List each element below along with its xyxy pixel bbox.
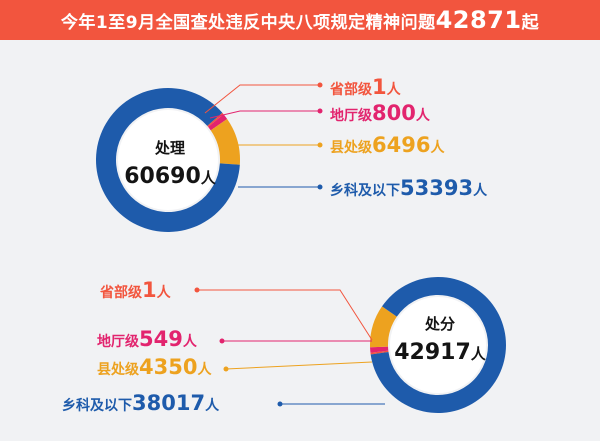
donut1-slice-county xyxy=(210,118,240,165)
donut2-unit-prefectural: 人 xyxy=(182,334,197,350)
donut1-label-prefectural: 地厅级800人 xyxy=(330,103,430,124)
donut2-unit-township: 人 xyxy=(205,398,220,414)
donut2-cat-prefectural: 地厅级 xyxy=(97,334,139,350)
donut2-leader-county xyxy=(225,361,373,370)
donut1-cat-township: 乡科及以下 xyxy=(330,183,400,199)
donut1-unit-township: 人 xyxy=(473,183,488,199)
donut1-leader-township-dot xyxy=(317,184,323,190)
donut1-leader-provincial-dot xyxy=(317,82,323,88)
title-suffix: 起 xyxy=(521,12,540,33)
donut1-cat-provincial: 省部级 xyxy=(330,82,372,98)
donut2-slice-county xyxy=(369,306,397,348)
donut1-center-unit: 人 xyxy=(200,169,216,187)
donut2-center-unit: 人 xyxy=(470,345,486,363)
donut1-slice-provincial xyxy=(207,112,224,127)
donut2-val-county: 4350 xyxy=(139,355,198,379)
donut2-val-provincial: 1 xyxy=(142,278,157,302)
title-banner: 今年1至9月全国查处违反中央八项规定精神问题 42871 起 xyxy=(0,0,600,40)
donut2-cat-provincial: 省部级 xyxy=(100,285,142,301)
donut2-leader-county-dot xyxy=(223,366,229,372)
donut2-center: 处分 42917人 xyxy=(380,313,500,365)
donut1-center-label: 处理 xyxy=(154,139,185,157)
donut2-leader-provincial-dot xyxy=(194,287,200,293)
donut1-leader-prefectural xyxy=(209,110,318,119)
title-total: 42871 xyxy=(435,6,522,34)
donut2-label-prefectural: 地厅级549人 xyxy=(97,329,197,350)
donut1-val-provincial: 1 xyxy=(372,75,387,99)
donut2-center-value: 42917 xyxy=(394,340,471,365)
donut2-cat-township: 乡科及以下 xyxy=(62,398,132,414)
donut2-slice-provincial xyxy=(370,350,389,355)
donut2-center-label: 处分 xyxy=(424,315,455,333)
donut2-leader-provincial xyxy=(197,289,373,341)
donut1-center: 处理 60690人 xyxy=(110,137,230,189)
donut2-leader-township-dot xyxy=(277,401,283,407)
donut1-cat-prefectural: 地厅级 xyxy=(330,108,372,124)
donut1-val-township: 53393 xyxy=(400,176,474,200)
donut-chart-punished xyxy=(369,276,506,413)
donut1-val-county: 6496 xyxy=(372,133,431,157)
donut1-label-township: 乡科及以下53393人 xyxy=(330,178,487,199)
donut2-slice-prefectural xyxy=(370,346,389,353)
donut2-label-township: 乡科及以下38017人 xyxy=(62,393,219,414)
donut1-label-provincial: 省部级1人 xyxy=(330,77,401,98)
donut1-slice-prefectural xyxy=(208,114,228,131)
donut1-leader-prefectural-dot xyxy=(317,108,323,114)
donut1-leader-county-dot xyxy=(317,142,323,148)
donut1-val-prefectural: 800 xyxy=(372,101,416,125)
donut1-unit-county: 人 xyxy=(430,140,445,156)
donut1-cat-county: 县处级 xyxy=(330,140,372,156)
donut2-label-provincial: 省部级1人 xyxy=(100,280,171,301)
donut2-label-county: 县处级4350人 xyxy=(97,357,211,378)
donut2-cat-county: 县处级 xyxy=(97,362,139,378)
donut2-unit-county: 人 xyxy=(197,362,212,378)
leader-lines xyxy=(194,82,385,407)
donut2-center-disc xyxy=(390,297,486,393)
donut2-val-township: 38017 xyxy=(132,391,206,415)
donut1-center-disc xyxy=(118,110,218,210)
donut1-label-county: 县处级6496人 xyxy=(330,135,444,156)
title-prefix: 今年1至9月全国查处违反中央八项规定精神问题 xyxy=(60,12,436,33)
donut-chart-handled xyxy=(96,88,240,232)
donut1-center-value: 60690 xyxy=(124,164,201,189)
donut1-leader-provincial xyxy=(204,84,318,114)
donut2-val-prefectural: 549 xyxy=(139,327,183,351)
donut2-leader-prefectural-dot xyxy=(219,338,225,344)
donut2-unit-provincial: 人 xyxy=(156,285,171,301)
donut1-unit-prefectural: 人 xyxy=(415,108,430,124)
donut1-unit-provincial: 人 xyxy=(386,82,401,98)
